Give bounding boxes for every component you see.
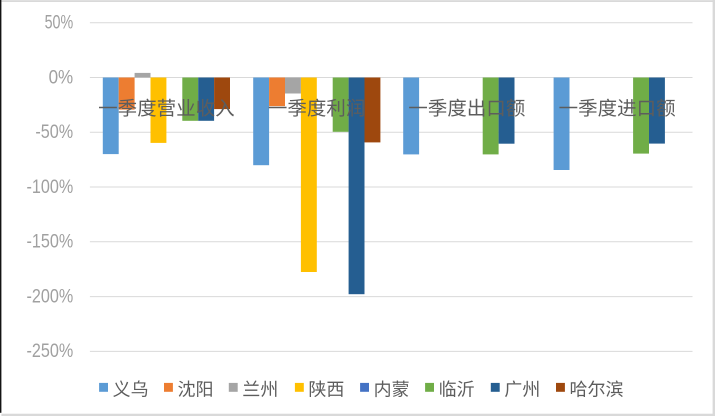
svg-text:50%: 50%	[45, 12, 74, 34]
svg-text:-100%: -100%	[27, 176, 74, 198]
svg-text:-150%: -150%	[27, 231, 74, 253]
svg-text:-50%: -50%	[35, 121, 73, 143]
svg-text:-250%: -250%	[27, 340, 74, 362]
svg-text:-200%: -200%	[27, 285, 74, 307]
svg-text:0%: 0%	[49, 66, 74, 88]
